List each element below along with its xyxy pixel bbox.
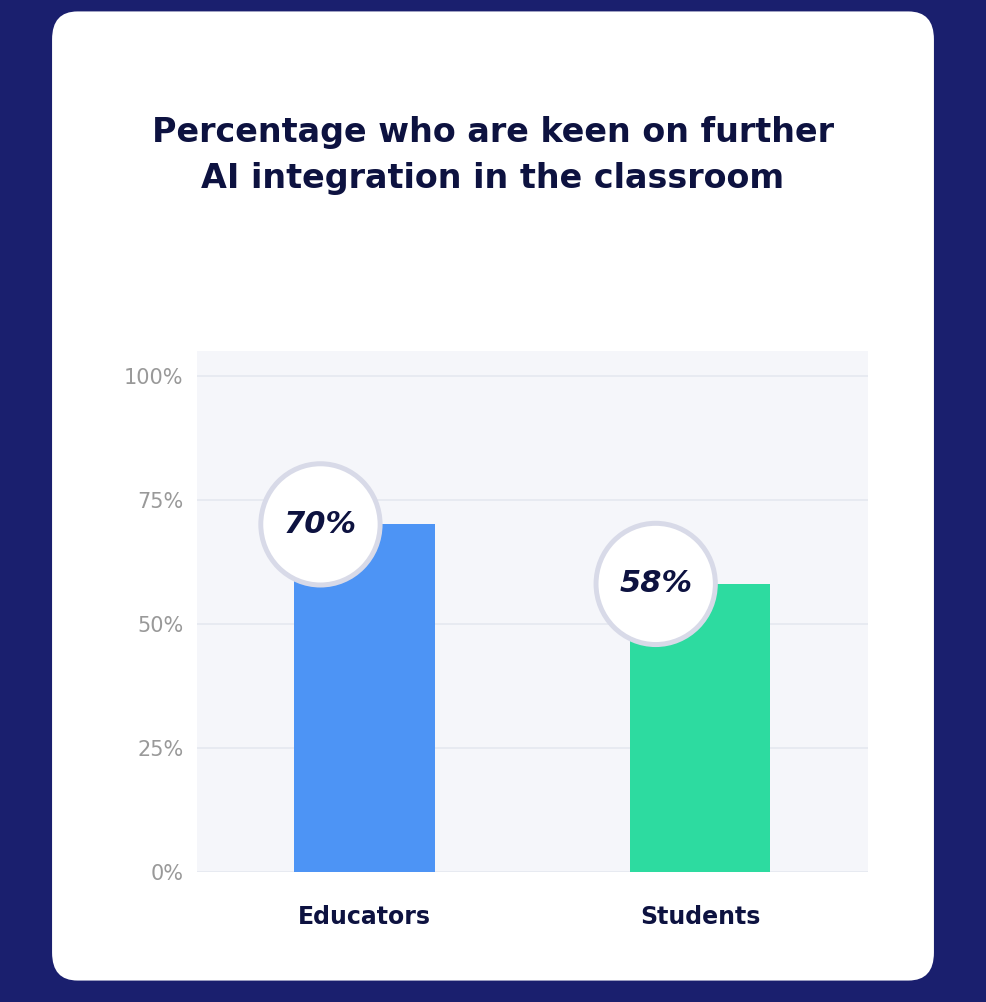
Text: Percentage who are keen on further
AI integration in the classroom: Percentage who are keen on further AI in… bbox=[152, 116, 834, 194]
Text: 58%: 58% bbox=[619, 569, 692, 598]
Text: Students: Students bbox=[640, 905, 760, 929]
FancyBboxPatch shape bbox=[52, 11, 934, 981]
Bar bbox=[295, 524, 435, 872]
Bar bbox=[630, 584, 770, 872]
Text: 70%: 70% bbox=[284, 510, 357, 539]
Text: Educators: Educators bbox=[299, 905, 431, 929]
